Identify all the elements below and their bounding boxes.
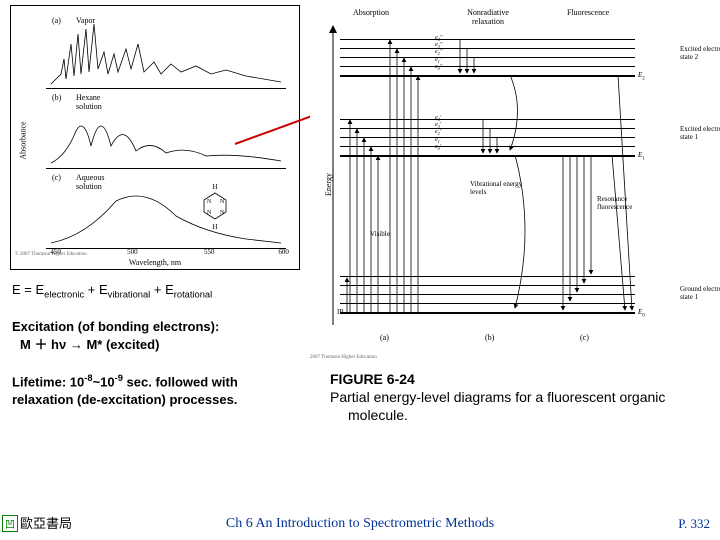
visible-label: Visible xyxy=(370,230,390,238)
e2-desc: Excited electronic state 2 xyxy=(680,45,720,61)
excitation-text: Excitation (of bonding electrons): M ＋ h… xyxy=(12,318,219,353)
spectrum-c-curve xyxy=(46,171,286,249)
e0-desc: Ground electronic state 1 xyxy=(680,285,720,301)
excitation-line1: Excitation (of bonding electrons): xyxy=(12,318,219,336)
xtick-1: 500 xyxy=(127,248,138,256)
caption-desc: Partial energy-level diagrams for a fluo… xyxy=(330,388,705,424)
energy-equation: E = Eelectronic + Evibrational + Erotati… xyxy=(12,281,212,301)
excitation-line2: M ＋ hν → M* (excited) xyxy=(12,336,219,354)
lifetime-text: Lifetime: 10-8~10-9 sec. followed with r… xyxy=(12,372,302,408)
ir-label: IR xyxy=(337,308,344,316)
spectrum-b-curve xyxy=(46,91,286,169)
vibrational-label: Vibrational energy levels xyxy=(470,180,525,196)
publisher-name: 歐亞書局 xyxy=(20,516,72,531)
e1-desc: Excited electronic state 1 xyxy=(680,125,720,141)
spectrum-a-curve xyxy=(46,14,286,89)
spectrum-panel-b: (b) Hexane solution H NN NN H xyxy=(46,91,286,169)
xtick-2: 550 xyxy=(204,248,215,256)
e0-label: E0 xyxy=(638,308,645,318)
jablonski-diagram: Energy Absorption Nonradiative relaxatio… xyxy=(335,20,675,340)
resonance-label: Resonance fluorescence xyxy=(597,195,652,211)
right-jablonski-figure: Energy Absorption Nonradiative relaxatio… xyxy=(310,5,715,355)
panel-letter-b: (b) xyxy=(485,333,494,342)
e1-label: E1 xyxy=(638,151,645,161)
panel-letter-a: (a) xyxy=(380,333,389,342)
panel-letter-c: (c) xyxy=(580,333,589,342)
left-spectra-figure: Absorbance (a) Vapor (b) Hexane solution… xyxy=(10,5,300,270)
caption-title: FIGURE 6-24 xyxy=(330,370,705,388)
spectrum-panel-a: (a) Vapor xyxy=(46,14,286,89)
left-xaxis-label: Wavelength, nm xyxy=(129,258,181,267)
footer-page: P. 332 xyxy=(678,516,710,532)
xtick-3: 600 xyxy=(278,248,289,256)
left-copyright: © 2007 Thomson Higher Education xyxy=(15,252,87,257)
spectrum-panel-c: (c) Aqueous solution xyxy=(46,171,286,249)
figure-caption: FIGURE 6-24 Partial energy-level diagram… xyxy=(330,370,705,425)
col-header-c: Fluorescence xyxy=(567,8,609,17)
footer-publisher: 凹歐亞書局 xyxy=(2,513,72,532)
col-header-a: Absorption xyxy=(353,8,389,17)
footer-chapter: Ch 6 An Introduction to Spectrometric Me… xyxy=(226,516,494,532)
publisher-logo-icon: 凹 xyxy=(2,515,18,532)
left-yaxis-label: Absorbance xyxy=(19,121,28,159)
e2-label: E2 xyxy=(638,71,645,81)
jablonski-arrows xyxy=(335,20,635,320)
right-copyright: 2007 Thomson Higher Education xyxy=(310,355,377,360)
